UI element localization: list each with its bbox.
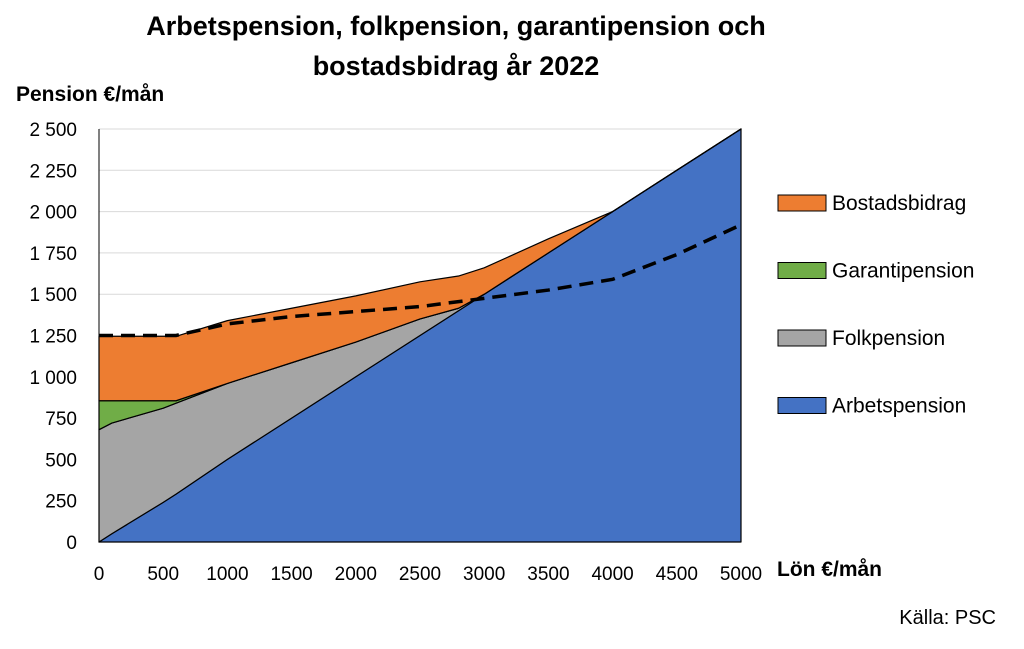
x-tick-labels: 0 500 1000 1500 2000 2500 3000 3500 4000 4500 5000 (94, 564, 762, 585)
y-tick-label: 1 000 (29, 368, 77, 389)
legend-label-garantipension: Garantipension (832, 260, 974, 283)
y-tick-label: 750 (45, 409, 77, 430)
x-tick-label: 3000 (463, 564, 505, 585)
y-tick-label: 0 (66, 533, 77, 554)
x-tick-label: 4000 (591, 564, 633, 585)
y-tick-label: 1 250 (29, 327, 77, 348)
area-bostadsbidrag (98, 128, 742, 402)
source-note: Källa: PSC (899, 607, 996, 629)
legend: Bostadsbidrag Garantipension Folkpension Ar… (777, 192, 974, 418)
stacked-areas (98, 128, 742, 543)
x-tick-label: 1000 (206, 564, 248, 585)
chart-title-line-1: Arbetspension, folkpension, garantipensi… (146, 11, 766, 41)
legend-swatch-arbetspension (777, 397, 827, 414)
legend-label-folkpension: Folkpension (832, 327, 945, 350)
y-tick-label: 2 250 (29, 161, 77, 182)
y-tick-label: 500 (45, 450, 77, 471)
x-tick-label: 1500 (270, 564, 312, 585)
y-tick-label: 1 750 (29, 244, 77, 265)
legend-label-arbetspension: Arbetspension (832, 395, 966, 418)
x-tick-label: 500 (147, 564, 179, 585)
axes (98, 129, 741, 543)
chart-title-line-2: bostadsbidrag år 2022 (312, 51, 600, 81)
x-tick-label: 4500 (656, 564, 698, 585)
x-axis-title: Lön €/mån (777, 558, 882, 581)
y-tick-label: 2 000 (29, 203, 77, 224)
x-tick-label: 3500 (527, 564, 569, 585)
x-tick-label: 5000 (720, 564, 762, 585)
legend-swatch-garantipension (777, 262, 827, 279)
x-tick-label: 0 (94, 564, 105, 585)
y-tick-label: 250 (45, 492, 77, 513)
y-axis-title: Pension €/mån (16, 83, 164, 106)
chart-title: Arbetspension, folkpension, garantipensi… (0, 6, 912, 86)
dashed-line (99, 223, 742, 338)
legend-swatch-folkpension (777, 329, 827, 347)
legend-swatch-bostadsbidrag (777, 194, 827, 212)
y-tick-label: 1 500 (29, 285, 77, 306)
x-tick-label: 2000 (335, 564, 377, 585)
legend-label-bostadsbidrag: Bostadsbidrag (832, 192, 966, 215)
x-tick-label: 2500 (399, 564, 441, 585)
reference-line (99, 223, 742, 338)
y-tick-labels: 0 250 500 750 1 000 1 250 1 500 1 750 2 000 2 250… (29, 120, 77, 554)
y-tick-label: 2 500 (29, 120, 77, 141)
